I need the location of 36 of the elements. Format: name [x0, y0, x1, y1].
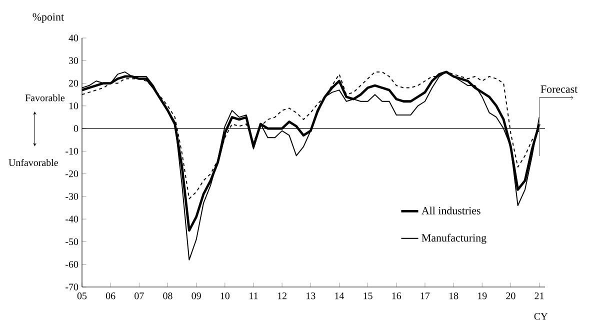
text: Favorable	[25, 94, 65, 102]
x-tick-label: 11	[250, 292, 258, 300]
x-tick-label: 18	[449, 292, 458, 300]
y-tick-label: -40	[66, 216, 78, 222]
y-axis-title: %point	[32, 13, 64, 23]
legend-label: All industries	[422, 206, 480, 214]
x-tick-label: 21	[534, 292, 544, 300]
x-tick-label: 09	[192, 292, 201, 300]
x-tick-label: 10	[220, 292, 230, 300]
x-tick-label: 19	[478, 292, 487, 300]
y-tick-label: -50	[66, 238, 78, 246]
text: Unfavorable	[8, 158, 58, 166]
ref-line-label: Forecast	[540, 86, 578, 93]
legend-label: Manufacturing	[422, 234, 486, 244]
x-tick-label: 16	[392, 292, 402, 300]
y-tick-label: -20	[66, 170, 78, 178]
x-axis-title: CY	[534, 313, 548, 320]
x-tick-label: 12	[278, 292, 287, 300]
x-tick-label: 07	[134, 292, 144, 300]
y-tick-label: 10	[69, 102, 78, 110]
x-tick-label: 20	[506, 292, 516, 300]
y-tick-label: -70	[66, 284, 78, 290]
x-tick-label: 13	[306, 292, 316, 300]
x-tick-label: 05	[77, 292, 87, 300]
x-tick-label: 17	[420, 292, 430, 300]
y-tick-label: -30	[66, 193, 78, 200]
y-tick-label: 40	[68, 34, 78, 42]
x-tick-label: 15	[364, 292, 372, 300]
y-tick-label: 0	[74, 125, 78, 132]
x-tick-label: 14	[335, 292, 344, 300]
y-tick-label: -60	[66, 261, 78, 268]
x-tick-label: 06	[106, 292, 116, 300]
x-tick-label: 08	[163, 292, 172, 300]
y-tick-label: -10	[66, 148, 78, 155]
y-tick-label: 30	[69, 57, 78, 64]
y-tick-label: 20	[68, 80, 78, 87]
